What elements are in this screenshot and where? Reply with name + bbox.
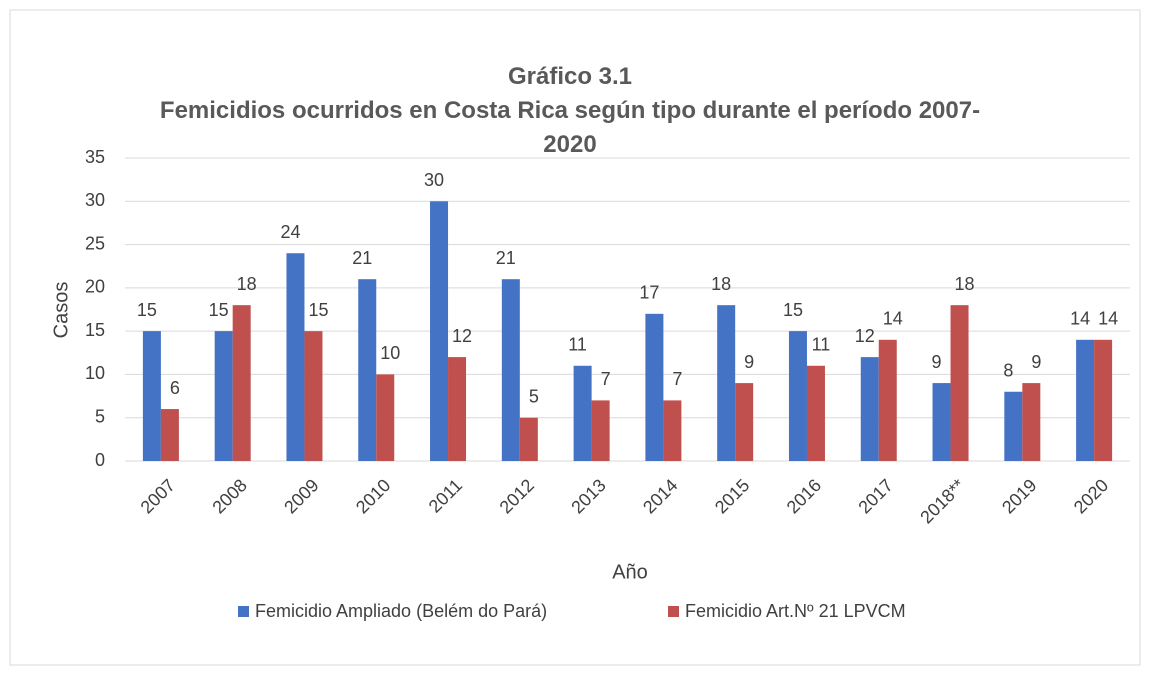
x-axis-label: Año [612, 561, 648, 583]
data-label: 7 [601, 369, 611, 389]
y-tick-label: 25 [85, 233, 105, 253]
data-label: 8 [1003, 360, 1013, 380]
bar [663, 400, 682, 461]
data-label: 11 [812, 335, 831, 355]
data-label: 15 [209, 300, 229, 320]
bar [214, 331, 233, 461]
data-label: 14 [1070, 309, 1090, 329]
bar [806, 365, 825, 461]
y-tick-label: 35 [85, 147, 105, 167]
legend-swatch [668, 606, 679, 617]
data-label: 15 [783, 300, 803, 320]
bar [860, 357, 879, 461]
data-label: 21 [496, 248, 516, 268]
bar [717, 305, 736, 461]
data-label: 9 [744, 352, 754, 372]
bar [232, 305, 251, 461]
bar [1076, 339, 1095, 461]
data-label: 7 [672, 369, 682, 389]
x-tick-label: 2009 [280, 475, 322, 517]
legend-label: Femicidio Ampliado (Belém do Pará) [255, 601, 547, 621]
bar [1022, 383, 1041, 461]
data-label: 30 [424, 170, 444, 190]
chart-subtitle: Femicidios ocurridos en Costa Rica según… [159, 97, 981, 158]
chart-title: Gráfico 3.1 [507, 63, 633, 90]
x-tick-label: 2011 [425, 475, 467, 517]
data-label: 11 [568, 335, 587, 355]
bar [1094, 339, 1113, 461]
x-tick-label: 2014 [639, 475, 681, 517]
legend-label: Femicidio Art.Nº 21 LPVCM [685, 601, 906, 621]
data-label: 24 [280, 222, 300, 242]
bar [591, 400, 610, 461]
data-label: 9 [1031, 352, 1041, 372]
x-tick-label: 2018** [916, 475, 968, 527]
legend-swatch [238, 606, 249, 617]
y-tick-label: 10 [85, 363, 105, 383]
data-label: 10 [380, 343, 400, 363]
data-label: 6 [170, 378, 180, 398]
x-tick-label: 2012 [496, 475, 538, 517]
y-tick-label: 20 [85, 277, 105, 297]
y-tick-label: 15 [85, 320, 105, 340]
data-label: 9 [932, 352, 942, 372]
bar [376, 374, 395, 461]
bar [501, 279, 520, 461]
x-tick-label: 2013 [567, 475, 609, 517]
data-label: 14 [883, 309, 903, 329]
data-label: 17 [639, 283, 659, 303]
bar [519, 417, 538, 461]
y-axis-label: Casos [50, 282, 72, 339]
bar [788, 331, 807, 461]
chart-frame [9, 9, 1141, 666]
bar [932, 383, 951, 461]
data-label: 5 [529, 386, 539, 406]
x-tick-label: 2008 [208, 475, 250, 517]
x-tick-label: 2019 [998, 475, 1040, 517]
bar [573, 365, 592, 461]
data-label: 18 [237, 274, 257, 294]
bar [1004, 391, 1023, 461]
bar [950, 305, 969, 461]
data-label: 18 [711, 274, 731, 294]
titles: Gráfico 3.1 Femicidios ocurridos en Cost… [140, 60, 1000, 162]
data-label: 15 [308, 300, 328, 320]
bar [160, 409, 179, 461]
bar [286, 253, 305, 461]
data-label: 18 [955, 274, 975, 294]
y-tick-label: 0 [95, 450, 105, 470]
y-tick-label: 5 [95, 406, 105, 426]
bar [358, 279, 377, 461]
x-tick-label: 2016 [783, 475, 825, 517]
bar [448, 357, 467, 461]
x-tick-label: 2007 [137, 475, 179, 517]
data-label: 12 [855, 326, 875, 346]
data-label: 21 [352, 248, 372, 268]
x-tick-label: 2015 [711, 475, 753, 517]
x-tick-label: 2017 [854, 475, 896, 517]
y-tick-label: 30 [85, 190, 105, 210]
bar [645, 313, 664, 461]
bar [735, 383, 754, 461]
data-label: 12 [452, 326, 472, 346]
data-label: 14 [1098, 309, 1118, 329]
bar [142, 331, 161, 461]
bar [878, 339, 897, 461]
bar [430, 201, 449, 462]
x-tick-label: 2020 [1070, 475, 1112, 517]
bar [304, 331, 323, 461]
data-label: 15 [137, 300, 157, 320]
x-tick-label: 2010 [352, 475, 394, 517]
